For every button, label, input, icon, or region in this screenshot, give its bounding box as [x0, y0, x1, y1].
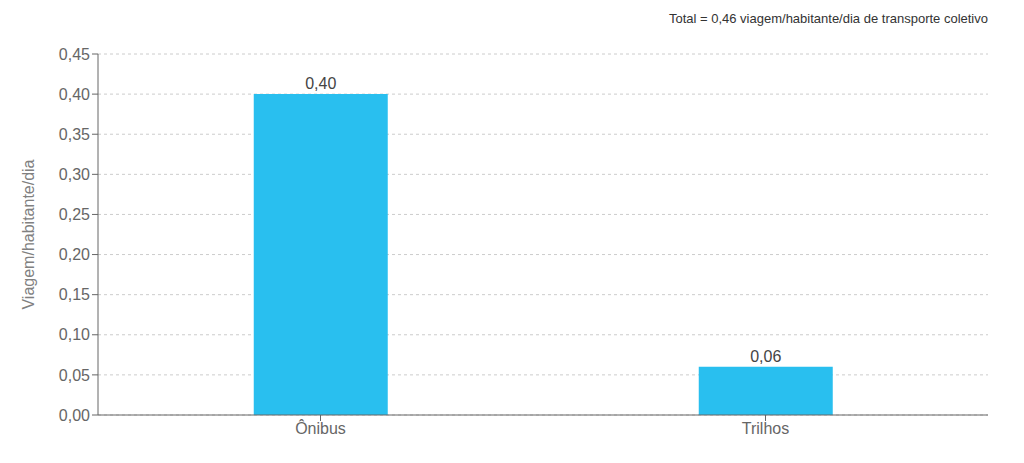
- svg-text:0,45: 0,45: [59, 46, 90, 63]
- svg-text:0,20: 0,20: [59, 246, 90, 263]
- html-text:Total = 0,46 viagem/habitante/: Total = 0,46 viagem/habitante/dia de tra…: [668, 11, 988, 26]
- svg-text:0,10: 0,10: [59, 326, 90, 343]
- svg-text:0,40: 0,40: [59, 86, 90, 103]
- svg-text:Viagem/habitante/dia: Viagem/habitante/dia: [20, 159, 37, 309]
- svg-text:0,25: 0,25: [59, 206, 90, 223]
- svg-text:Trilhos: Trilhos: [742, 420, 789, 437]
- svg-text:0,40: 0,40: [305, 75, 336, 92]
- svg-text:0,00: 0,00: [59, 407, 90, 424]
- svg-text:0,15: 0,15: [59, 286, 90, 303]
- svg-text:0,30: 0,30: [59, 166, 90, 183]
- svg-text:0,06: 0,06: [750, 348, 781, 365]
- svg-text:0,35: 0,35: [59, 126, 90, 143]
- svg-text:0,05: 0,05: [59, 367, 90, 384]
- svg-text:Ônibus: Ônibus: [295, 419, 346, 437]
